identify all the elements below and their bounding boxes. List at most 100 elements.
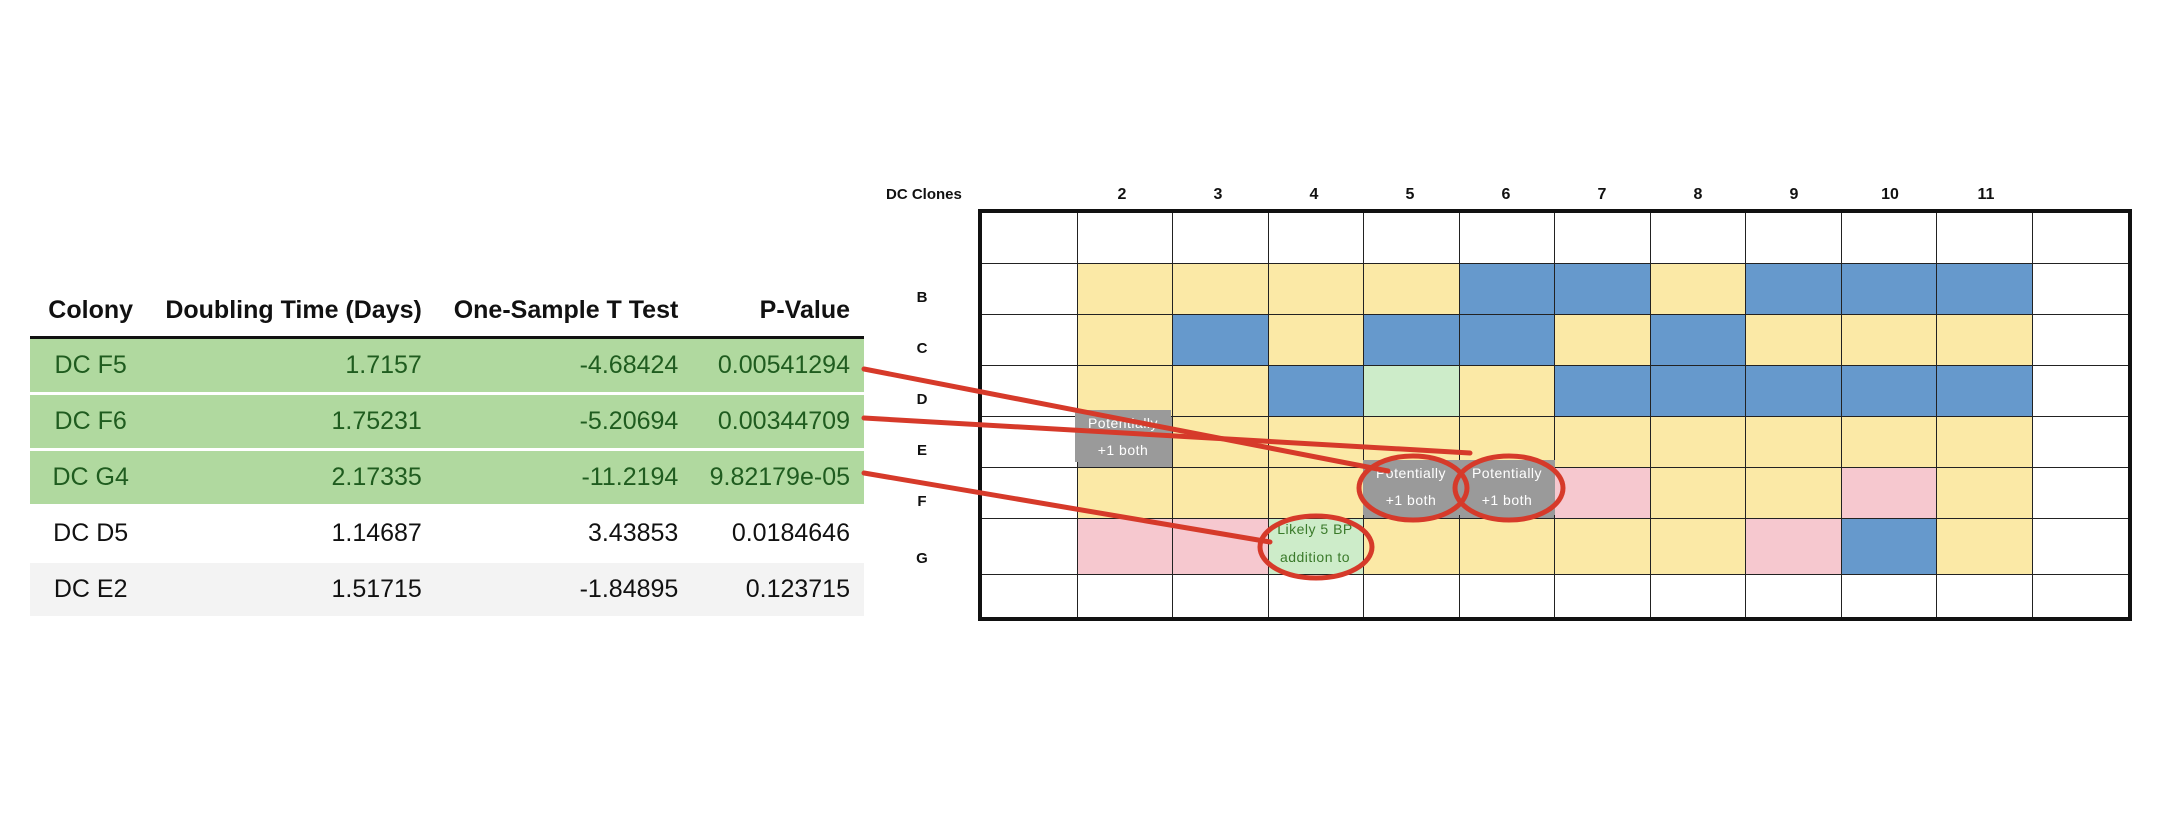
column-label: 10 xyxy=(1881,186,1899,203)
plate-well xyxy=(1077,264,1173,315)
plate-well xyxy=(1650,315,1746,366)
header-p-value: P-Value xyxy=(692,284,864,339)
plate-well xyxy=(1555,519,1651,575)
plate-well xyxy=(1937,366,2033,417)
table-row: DC D5 1.14687 3.43853 0.0184646 xyxy=(30,505,864,563)
header-doubling-time: Doubling Time (Days) xyxy=(151,284,436,339)
column-label: 7 xyxy=(1597,186,1607,203)
table-row: DC E2 1.51715 -1.84895 0.123715 xyxy=(30,561,864,619)
highlight-circle-f6 xyxy=(1452,453,1566,523)
row-label: C xyxy=(916,340,928,357)
plate-well xyxy=(1268,575,1364,617)
header-colony: Colony xyxy=(30,284,152,339)
row-label: F xyxy=(917,493,927,510)
cell-p-value: 0.00541294 xyxy=(692,337,864,395)
row-label: B xyxy=(916,289,928,306)
cell-colony: DC F5 xyxy=(30,337,152,395)
column-label: 5 xyxy=(1405,186,1415,203)
column-label: 8 xyxy=(1693,186,1703,203)
cell-t-test: -4.68424 xyxy=(435,337,693,395)
plate-well xyxy=(1555,213,1651,264)
plate-well xyxy=(1364,264,1460,315)
plate-well xyxy=(1555,417,1651,468)
plate-well xyxy=(1746,519,1842,575)
plate-well xyxy=(2032,519,2128,575)
plate-well xyxy=(1650,468,1746,519)
row-label: D xyxy=(916,391,928,408)
plate-well xyxy=(1937,315,2033,366)
annotation-g4: Likely 5 BP addition to xyxy=(1267,515,1363,571)
plate-well xyxy=(1746,417,1842,468)
highlight-circle-f5 xyxy=(1356,453,1470,523)
plate-well xyxy=(1650,366,1746,417)
plate-well xyxy=(1173,213,1269,264)
plate-well xyxy=(1841,417,1937,468)
plate-well xyxy=(1650,213,1746,264)
plate-well xyxy=(1555,575,1651,617)
plate-well xyxy=(2032,315,2128,366)
cell-p-value: 0.123715 xyxy=(692,561,864,619)
table-header-row: Colony Doubling Time (Days) One-Sample T… xyxy=(30,284,864,339)
plate-well xyxy=(1841,468,1937,519)
column-label: 4 xyxy=(1309,186,1319,203)
annotation-f6: Potentially +1 both xyxy=(1459,460,1555,515)
plate-well xyxy=(1937,468,2033,519)
annotation-f6-line1: Potentially xyxy=(1471,465,1543,481)
annotation-g4-line1: Likely 5 BP xyxy=(1277,521,1353,537)
connector-line-f6 xyxy=(861,415,1473,456)
plate-well xyxy=(1459,575,1555,617)
plate-well xyxy=(1364,366,1460,417)
plate-well xyxy=(1555,315,1651,366)
plate-title: DC Clones xyxy=(886,186,962,203)
plate-well xyxy=(1937,575,2033,617)
plate-well xyxy=(982,264,1078,315)
plate-well xyxy=(1650,519,1746,575)
plate-well xyxy=(1555,264,1651,315)
plate-well xyxy=(1268,315,1364,366)
plate-well xyxy=(1268,213,1364,264)
cell-doubling-time: 1.51715 xyxy=(151,561,436,619)
plate-well xyxy=(982,213,1078,264)
plate-well xyxy=(1746,468,1842,519)
plate-well xyxy=(1650,264,1746,315)
plate-well xyxy=(1459,519,1555,575)
plate-well xyxy=(1077,519,1173,575)
plate-well xyxy=(982,519,1078,575)
plate-well xyxy=(1841,575,1937,617)
plate-well xyxy=(1746,315,1842,366)
cell-doubling-time: 1.14687 xyxy=(151,505,436,563)
row-label: G xyxy=(916,550,928,567)
plate-well xyxy=(2032,468,2128,519)
plate-well xyxy=(1077,213,1173,264)
cell-p-value: 9.82179e-05 xyxy=(692,449,864,507)
plate-well xyxy=(982,315,1078,366)
plate-well xyxy=(1364,315,1460,366)
plate-well xyxy=(1173,264,1269,315)
plate-well xyxy=(1841,264,1937,315)
column-label: 9 xyxy=(1789,186,1799,203)
plate-well xyxy=(1459,213,1555,264)
table-row: DC G4 2.17335 -11.2194 9.82179e-05 xyxy=(30,449,864,507)
plate-well xyxy=(1841,519,1937,575)
connector-line-g4 xyxy=(861,470,1273,545)
plate-well xyxy=(1364,575,1460,617)
cell-doubling-time: 1.75231 xyxy=(151,393,436,451)
plate-well xyxy=(1650,575,1746,617)
cell-t-test: -1.84895 xyxy=(435,561,693,619)
plate-well xyxy=(1173,575,1269,617)
well-plate-grid xyxy=(978,209,2132,621)
column-label: 2 xyxy=(1117,186,1127,203)
plate-well xyxy=(1173,366,1269,417)
plate-well xyxy=(1841,213,1937,264)
plate-well xyxy=(1746,575,1842,617)
plate-well xyxy=(1746,213,1842,264)
plate-well xyxy=(1173,468,1269,519)
cell-t-test: 3.43853 xyxy=(435,505,693,563)
colony-results-table: Colony Doubling Time (Days) One-Sample T… xyxy=(30,284,864,619)
cell-t-test: -11.2194 xyxy=(435,449,693,507)
plate-well xyxy=(1650,417,1746,468)
table-row: DC F6 1.75231 -5.20694 0.00344709 xyxy=(30,393,864,451)
table-row: DC F5 1.7157 -4.68424 0.00541294 xyxy=(30,337,864,395)
plate-well xyxy=(1937,213,2033,264)
plate-well xyxy=(1364,213,1460,264)
